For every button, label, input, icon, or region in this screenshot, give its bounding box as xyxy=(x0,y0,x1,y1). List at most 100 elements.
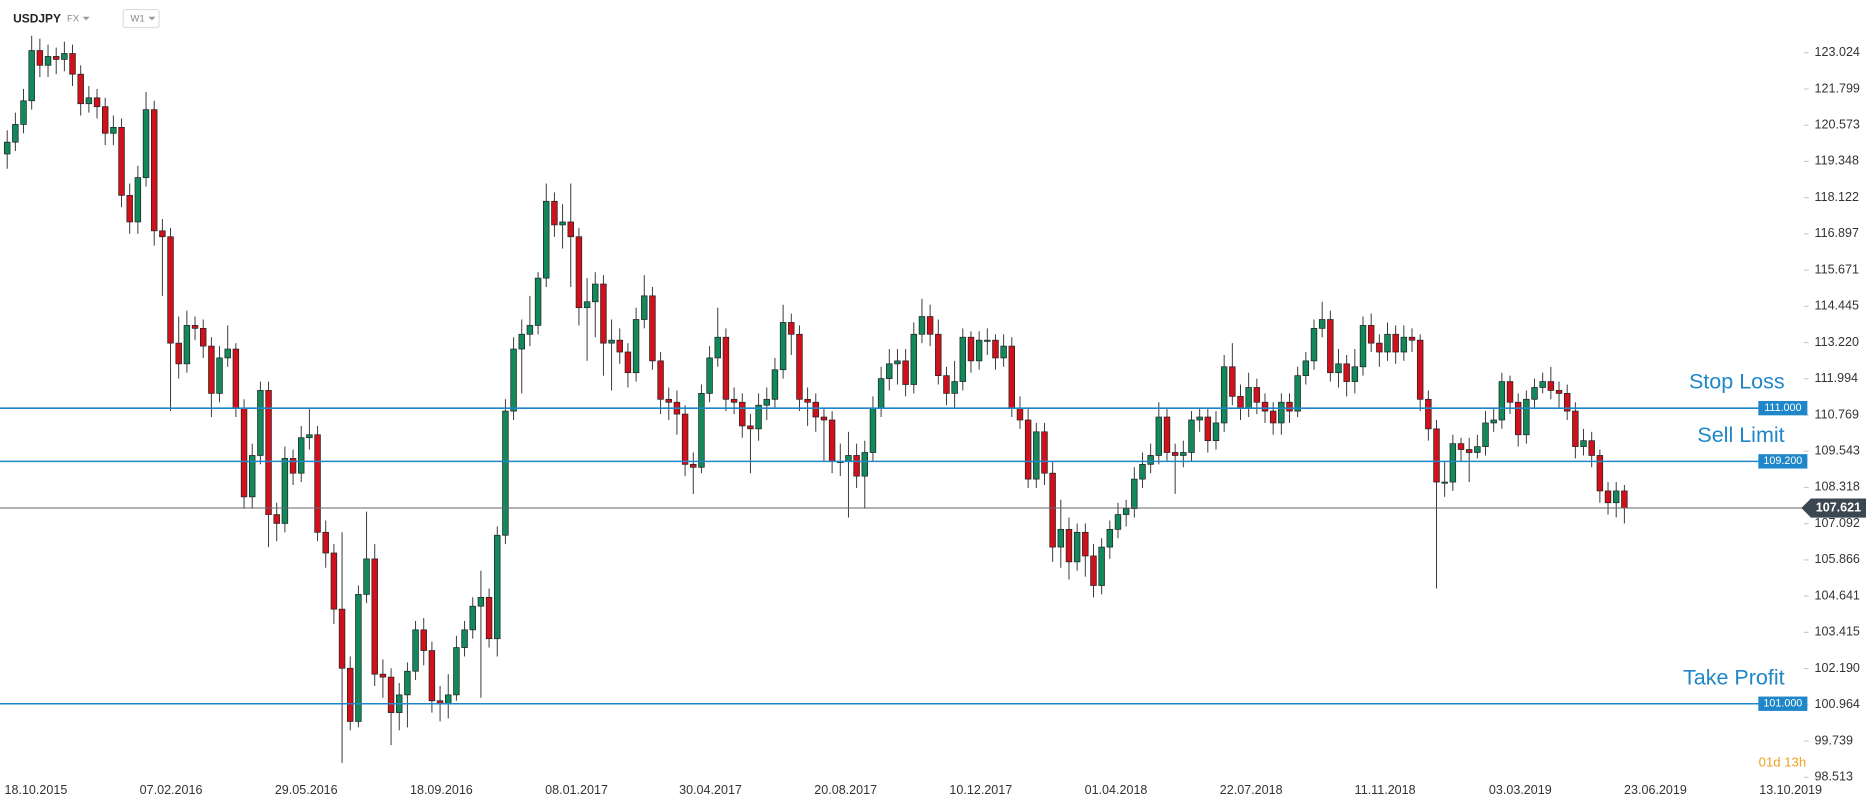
candle-body xyxy=(722,336,730,400)
y-tick-label: 118.122 xyxy=(1815,190,1859,204)
candle-body xyxy=(730,398,738,403)
candle-body xyxy=(93,97,101,108)
candle-body xyxy=(85,97,93,105)
candle-body xyxy=(763,398,770,406)
y-tick-label: 119.348 xyxy=(1815,154,1859,168)
candle-body xyxy=(665,398,672,403)
level-label: 101.000 xyxy=(1763,698,1802,710)
candle-body xyxy=(363,558,370,595)
y-tick-label: 103.415 xyxy=(1815,625,1860,639)
candle-body xyxy=(175,342,182,365)
candle-body xyxy=(44,56,52,66)
x-tick-label: 20.08.2017 xyxy=(814,783,877,797)
candle-body xyxy=(1114,514,1122,530)
x-tick-label: 29.05.2016 xyxy=(275,783,338,797)
candle-body xyxy=(632,319,640,374)
candle-body xyxy=(534,277,542,326)
level-label: 109.200 xyxy=(1763,455,1802,467)
candle-body xyxy=(1212,422,1220,442)
x-tick-label: 30.04.2017 xyxy=(679,783,742,797)
candle-body xyxy=(1131,478,1138,510)
candle-body xyxy=(330,552,338,610)
candle-body xyxy=(1343,363,1350,382)
x-tick-label: 18.10.2015 xyxy=(4,783,67,797)
candle-body xyxy=(616,339,623,353)
candle-body xyxy=(208,345,215,394)
candle-body xyxy=(12,124,19,143)
candle-body xyxy=(1180,452,1187,456)
candle-body xyxy=(886,363,893,379)
y-tick-label: 123.024 xyxy=(1815,45,1860,59)
last-price-badge xyxy=(1801,498,1866,518)
candle-body xyxy=(853,455,860,477)
candle-body xyxy=(926,316,934,335)
timeframe-caret xyxy=(148,16,156,21)
candle-body xyxy=(820,416,828,421)
candle-body xyxy=(714,336,721,359)
candle-body xyxy=(559,221,566,226)
candle-body xyxy=(118,127,125,196)
timeframe[interactable]: W1 xyxy=(130,14,144,25)
candle-body xyxy=(52,56,60,60)
x-tick-label: 07.02.2016 xyxy=(140,783,203,797)
x-tick-label: 13.10.2019 xyxy=(1759,783,1822,797)
candle-body xyxy=(1253,387,1261,403)
candle-body xyxy=(1008,345,1016,409)
candle-body xyxy=(1604,490,1612,504)
candle-body xyxy=(159,230,166,238)
candle-body xyxy=(1327,319,1334,374)
candle-body xyxy=(592,283,599,303)
candle-body xyxy=(1457,443,1465,450)
candle-body xyxy=(1098,546,1105,586)
candle-body xyxy=(1122,508,1130,515)
candle-body xyxy=(77,73,84,105)
candle-body xyxy=(1033,431,1040,480)
candle-body xyxy=(779,322,787,371)
candle-body xyxy=(641,295,648,320)
candle-body xyxy=(551,200,558,226)
y-tick-label: 105.866 xyxy=(1815,552,1860,566)
x-tick-label: 10.12.2017 xyxy=(949,783,1012,797)
candle-body xyxy=(1523,398,1530,436)
candle-body xyxy=(485,596,493,640)
market[interactable]: FX xyxy=(67,14,80,25)
candle-body xyxy=(1302,360,1310,377)
candle-body xyxy=(1367,325,1375,344)
level-label: 111.000 xyxy=(1764,402,1801,414)
candle-body xyxy=(306,434,313,439)
candle-body xyxy=(240,407,248,498)
candle-body xyxy=(575,236,583,309)
candle-body xyxy=(984,339,991,342)
candle-body xyxy=(943,375,950,394)
candle-body xyxy=(1261,401,1269,412)
candle-body xyxy=(1269,410,1277,424)
candle-body xyxy=(1588,440,1595,456)
candle-body xyxy=(134,177,142,223)
candle-body xyxy=(1408,336,1416,341)
y-tick-label: 107.092 xyxy=(1815,516,1860,530)
candle-body xyxy=(918,316,926,335)
level-name: Sell Limit xyxy=(1697,423,1784,447)
candle-body xyxy=(298,437,305,474)
candle-body xyxy=(61,53,68,60)
x-tick-label: 11.11.2018 xyxy=(1355,783,1416,797)
level-badge xyxy=(1758,454,1808,469)
candle-body xyxy=(1073,531,1081,563)
candle-body xyxy=(126,194,133,223)
timeframe-box[interactable] xyxy=(122,8,160,29)
x-tick-label: 22.07.2018 xyxy=(1220,783,1283,797)
candle-body xyxy=(355,594,362,722)
y-tick-label: 111.994 xyxy=(1815,371,1859,385)
symbol[interactable]: USDJPY xyxy=(13,11,61,25)
candle-body xyxy=(935,333,942,377)
candle-body xyxy=(428,650,436,702)
candle-body xyxy=(1506,381,1514,403)
candle-body xyxy=(1474,446,1481,453)
level-name: Stop Loss xyxy=(1689,370,1785,394)
candle-body xyxy=(1465,449,1473,453)
candle-body xyxy=(1220,366,1228,424)
candle-body xyxy=(1049,472,1056,548)
candle-body xyxy=(379,673,387,678)
candle-body xyxy=(583,301,591,309)
candle-body xyxy=(796,333,803,400)
